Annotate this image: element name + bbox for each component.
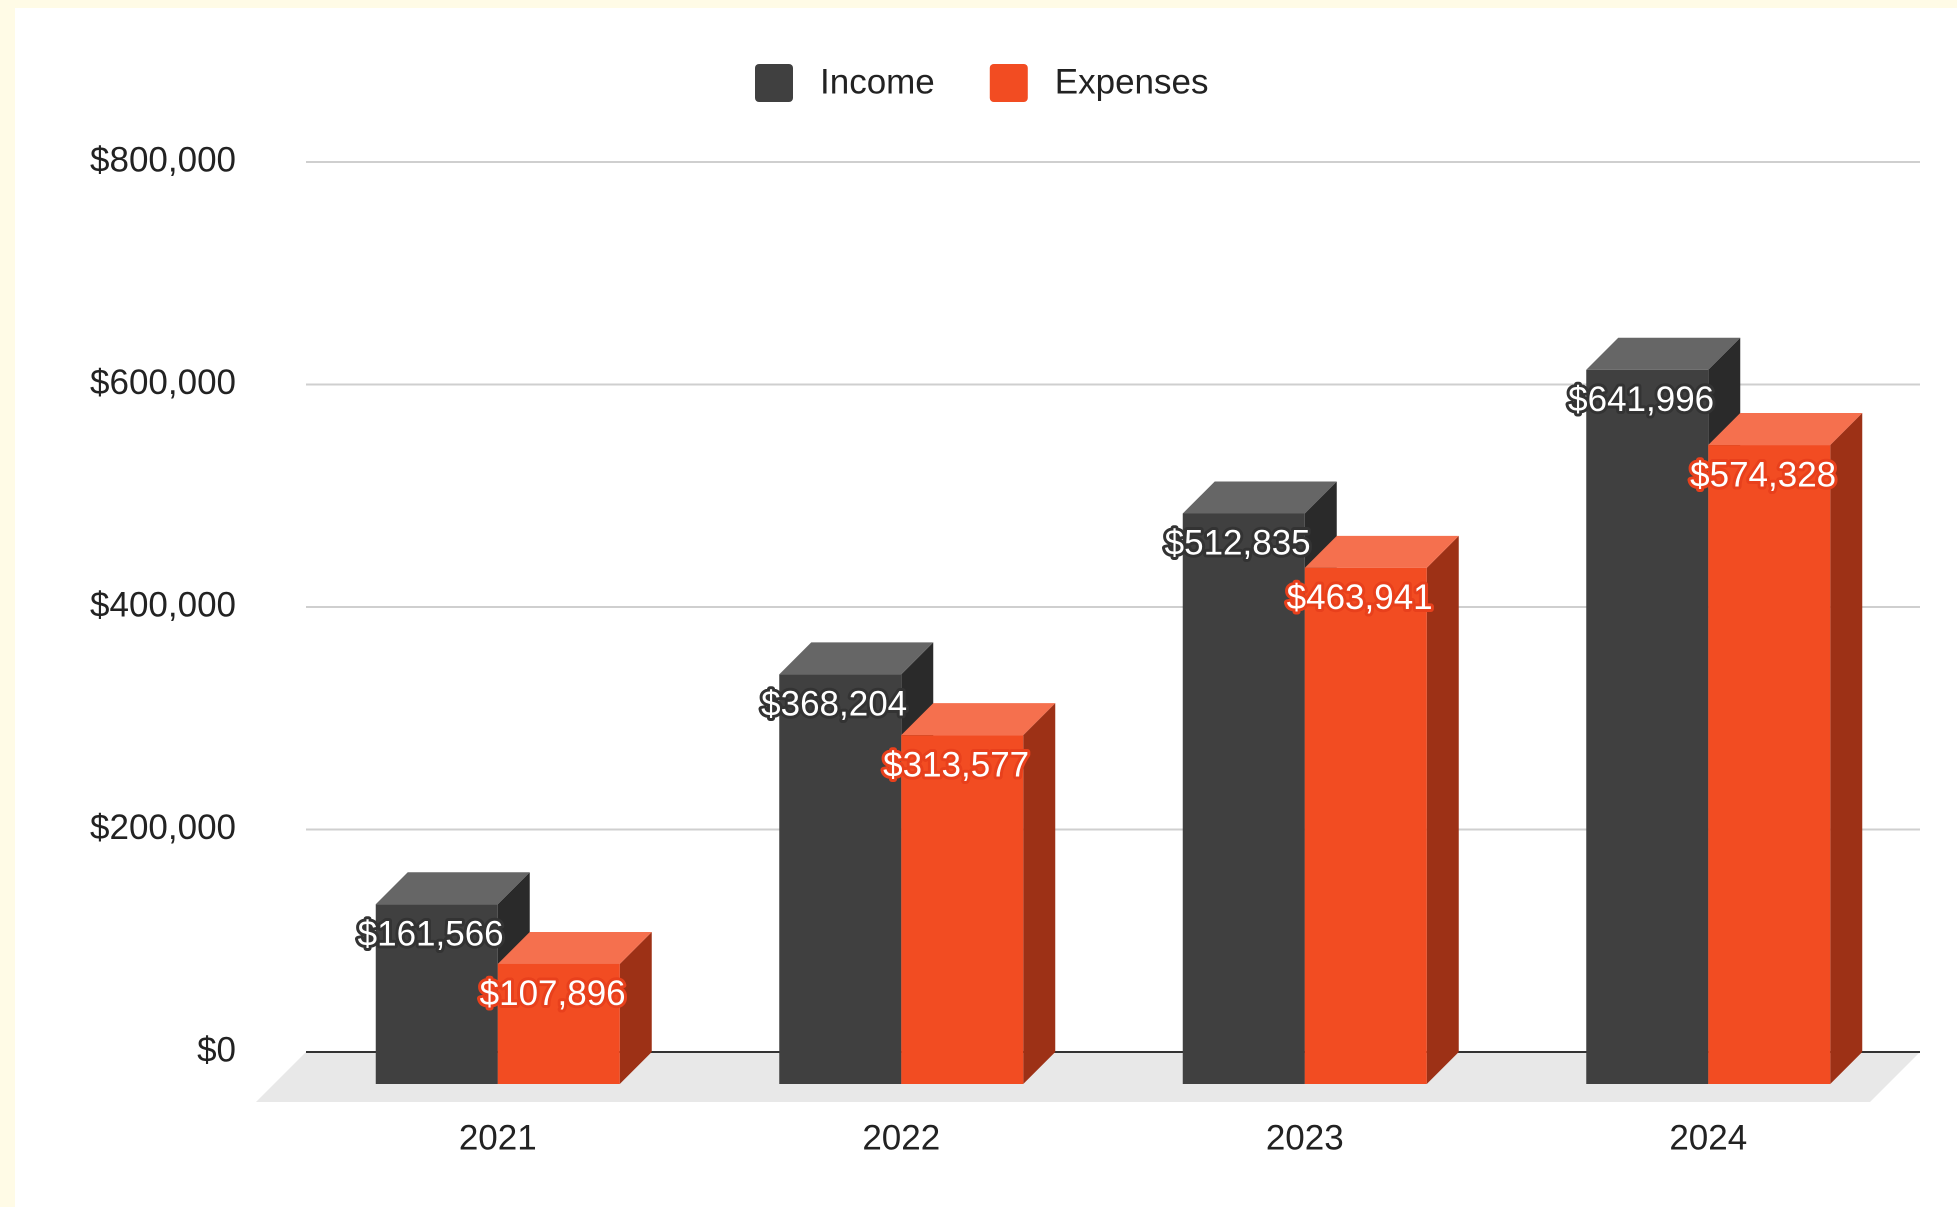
legend-label: Expenses bbox=[1055, 62, 1209, 101]
bar-top bbox=[1304, 535, 1459, 568]
value-label: $574,328 bbox=[1690, 455, 1836, 494]
bar-top bbox=[1708, 413, 1863, 446]
bar-side bbox=[1023, 703, 1056, 1084]
bar bbox=[375, 904, 498, 1084]
y-tick-label: $400,000 bbox=[90, 585, 236, 624]
bar bbox=[1586, 369, 1709, 1085]
bar-top bbox=[497, 931, 652, 964]
bar-side bbox=[1426, 535, 1459, 1084]
y-tick-label: $0 bbox=[197, 1030, 236, 1069]
bar bbox=[1304, 567, 1427, 1084]
legend-swatch bbox=[989, 64, 1028, 102]
bar-top bbox=[1182, 481, 1337, 514]
y-tick-label: $200,000 bbox=[90, 808, 236, 847]
floor bbox=[256, 1052, 1920, 1102]
bar bbox=[779, 674, 902, 1084]
value-label: $641,996 bbox=[1568, 380, 1714, 419]
value-label: $463,941 bbox=[1287, 578, 1433, 617]
value-label: $107,896 bbox=[480, 974, 626, 1013]
value-label: $368,204 bbox=[761, 685, 907, 724]
bar-top bbox=[901, 703, 1056, 736]
bar-side bbox=[619, 931, 652, 1084]
bar bbox=[901, 735, 1024, 1084]
y-tick-label: $800,000 bbox=[90, 140, 236, 179]
x-tick-label: 2021 bbox=[459, 1118, 537, 1157]
x-tick-label: 2024 bbox=[1669, 1118, 1747, 1157]
x-tick-label: 2023 bbox=[1266, 1118, 1344, 1157]
bar bbox=[1708, 445, 1831, 1085]
x-tick-label: 2022 bbox=[862, 1118, 940, 1157]
bar-top bbox=[779, 642, 934, 675]
bar-top bbox=[375, 872, 530, 905]
bar-side bbox=[1830, 413, 1863, 1085]
bar bbox=[1182, 513, 1305, 1084]
bar bbox=[497, 963, 620, 1084]
legend-swatch bbox=[755, 64, 793, 102]
value-label: $512,835 bbox=[1165, 524, 1311, 563]
y-tick-label: $600,000 bbox=[90, 363, 236, 402]
value-label: $313,577 bbox=[883, 745, 1029, 784]
legend-label: Income bbox=[820, 62, 935, 101]
bar-top bbox=[1586, 337, 1741, 370]
value-label: $161,566 bbox=[358, 915, 504, 954]
